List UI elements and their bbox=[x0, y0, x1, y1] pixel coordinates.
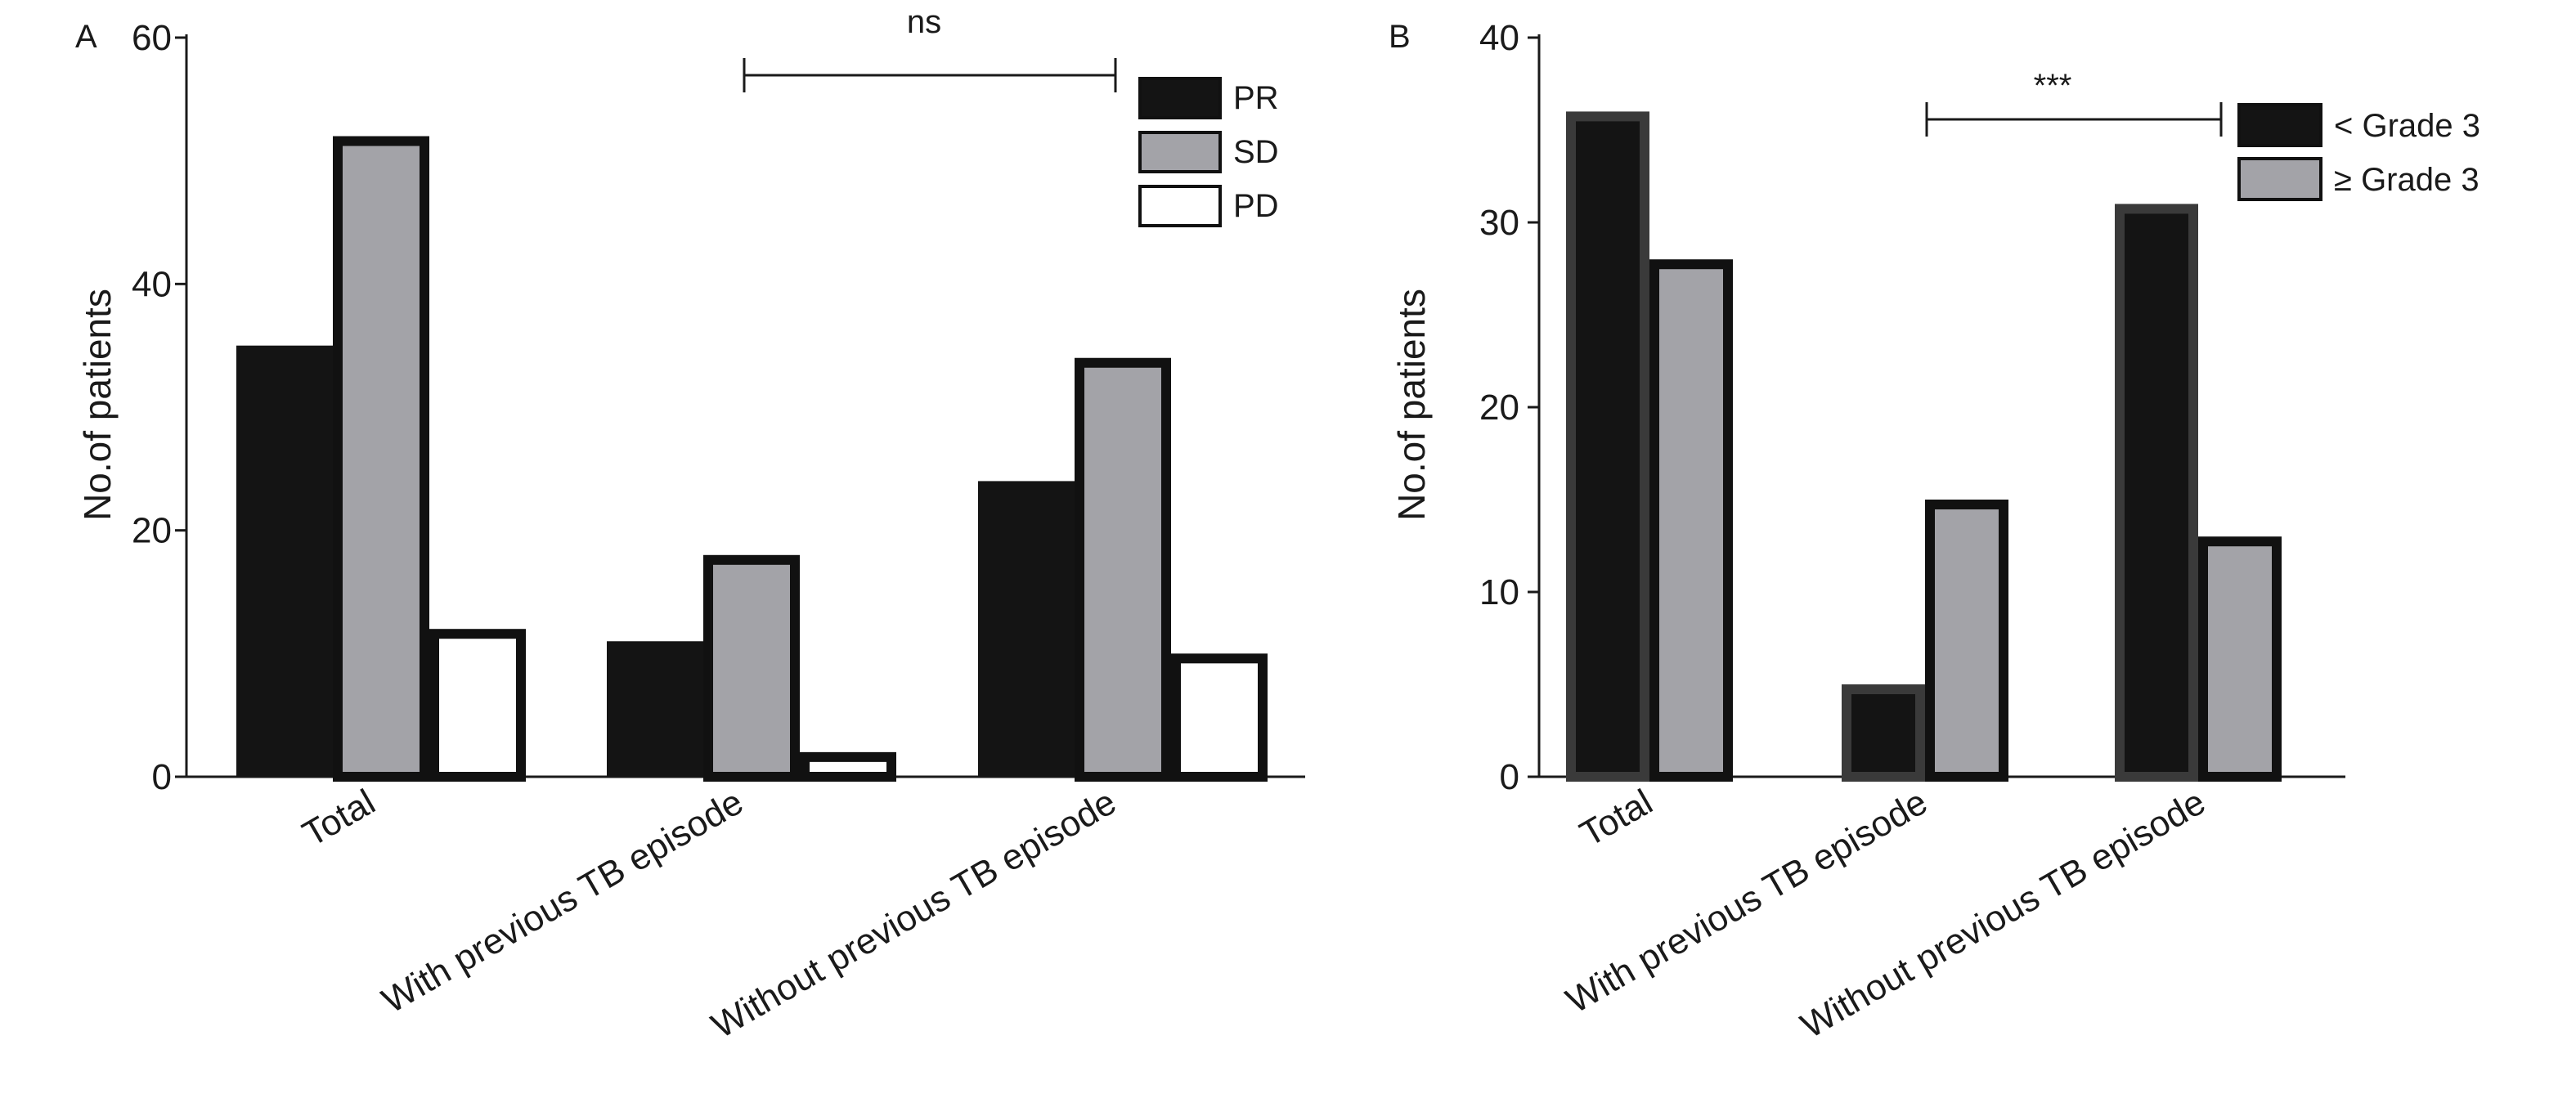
panel-b-bar bbox=[1566, 111, 1649, 782]
panel-a-bar bbox=[1075, 357, 1171, 782]
panel-b-bar bbox=[2115, 204, 2198, 782]
panel-b-legend-swatch bbox=[2237, 157, 2322, 201]
panel-a-bar bbox=[703, 554, 800, 782]
panel-b-y-tick-label: 30 bbox=[1479, 203, 1519, 243]
panel-b-y-tick-label: 0 bbox=[1500, 757, 1519, 797]
panel-a-legend-label: PD bbox=[1233, 188, 1279, 224]
panel-a-label: A bbox=[75, 19, 97, 55]
panel-b-category-label: Total bbox=[1573, 782, 1659, 854]
panel-a-legend-label: SD bbox=[1233, 134, 1279, 170]
panel-b-bar bbox=[2198, 536, 2282, 782]
panel-b-significance-label: *** bbox=[2034, 68, 2072, 104]
panel-b-bar bbox=[1842, 684, 1925, 782]
panel-a-legend-label: PR bbox=[1233, 80, 1279, 116]
panel-a-bar bbox=[607, 641, 703, 777]
panel-a-bar bbox=[429, 629, 526, 782]
panel-a-significance-label: ns bbox=[907, 4, 941, 40]
panel-a-bar bbox=[236, 345, 333, 778]
panel-b-y-tick-label: 10 bbox=[1479, 572, 1519, 612]
panel-a-category-label: Without previous TB episode bbox=[705, 782, 1123, 1046]
panel-b-y-tick-label: 40 bbox=[1479, 18, 1519, 58]
panel-a-legend-swatch bbox=[1138, 77, 1222, 119]
panel-b-bar bbox=[1925, 500, 2008, 782]
panel-a-legend-swatch bbox=[1138, 131, 1222, 173]
panel-b-legend-label: ≥ Grade 3 bbox=[2334, 162, 2480, 198]
panel-a-category-label: With previous TB episode bbox=[375, 782, 750, 1021]
panel-a-legend-swatch bbox=[1138, 185, 1222, 227]
panel-b-label: B bbox=[1389, 19, 1411, 55]
panel-b-bar bbox=[1649, 259, 1733, 782]
panel-a-y-axis-label: No.of patients bbox=[76, 289, 119, 521]
panel-b-y-tick-label: 20 bbox=[1479, 388, 1519, 428]
panel-a-y-tick-label: 40 bbox=[132, 264, 172, 304]
panel-a-y-tick-label: 0 bbox=[152, 757, 172, 797]
panel-a-bar bbox=[1171, 653, 1268, 782]
panel-a-category-label: Total bbox=[296, 782, 382, 854]
panel-a-bar bbox=[800, 751, 896, 782]
panel-b-legend-label: < Grade 3 bbox=[2334, 108, 2480, 144]
panel-a-bar bbox=[333, 136, 429, 782]
panel-b-legend-swatch bbox=[2237, 103, 2322, 147]
panel-a-y-tick-label: 60 bbox=[132, 18, 172, 58]
panel-a-y-tick-label: 20 bbox=[132, 511, 172, 551]
panel-b-y-axis-label: No.of patients bbox=[1390, 289, 1433, 521]
panel-a-bar bbox=[978, 481, 1075, 777]
